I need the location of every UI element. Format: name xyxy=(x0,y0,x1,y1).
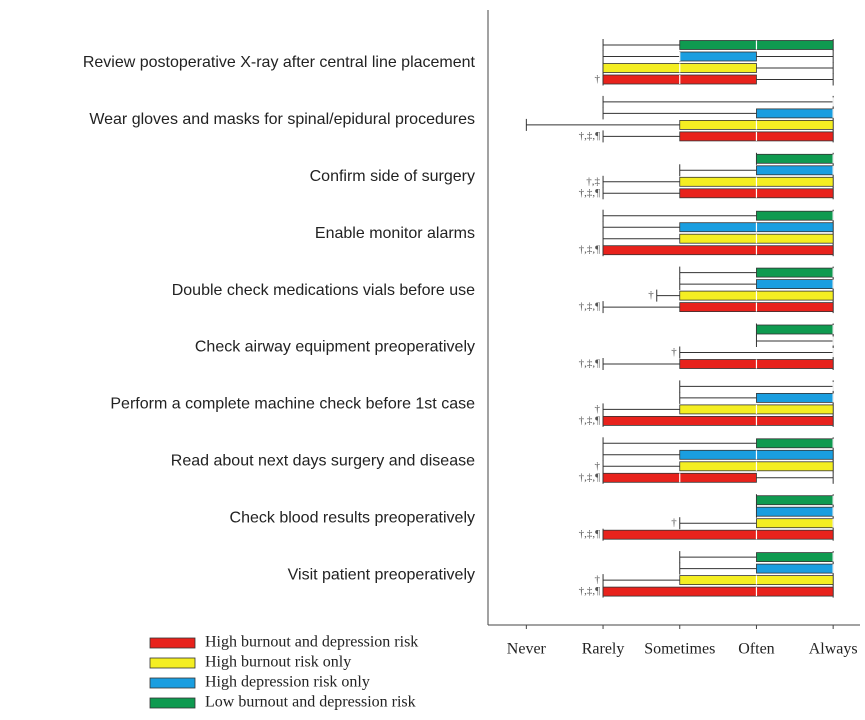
legend-label: High burnout risk only xyxy=(205,654,351,671)
x-tick-label: Never xyxy=(507,641,547,658)
legend-swatch xyxy=(149,637,196,649)
annotation: † xyxy=(595,574,601,586)
box xyxy=(756,324,834,335)
box xyxy=(756,210,834,221)
box xyxy=(602,529,834,540)
box xyxy=(756,518,834,529)
annotation: †,‡,¶ xyxy=(579,244,601,256)
box xyxy=(756,267,834,278)
box xyxy=(756,438,834,449)
legend-swatch xyxy=(149,677,196,689)
category-label: Check blood results preoperatively xyxy=(230,509,475,526)
annotation: † xyxy=(671,346,677,358)
category-label: Enable monitor alarms xyxy=(315,225,475,242)
annotation: †,‡,¶ xyxy=(579,471,601,483)
box xyxy=(756,165,834,176)
annotation: † xyxy=(648,289,654,301)
category-label: Perform a complete machine check before … xyxy=(110,396,475,413)
legend-swatch xyxy=(149,697,196,709)
category-label: Double check medications vials before us… xyxy=(172,282,475,299)
x-tick-label: Always xyxy=(809,641,858,658)
annotation: †,‡,¶ xyxy=(579,358,601,370)
legend-label: Low burnout and depression risk xyxy=(205,694,416,711)
annotation: †,‡,¶ xyxy=(579,414,601,426)
category-label: Visit patient preoperatively xyxy=(288,566,475,583)
annotation: † xyxy=(595,460,601,472)
annotation: †,‡,¶ xyxy=(579,130,601,142)
box xyxy=(756,506,834,517)
annotation: †,‡,¶ xyxy=(579,528,601,540)
box xyxy=(602,415,834,426)
annotation: †,‡,¶ xyxy=(579,187,601,199)
legend-label: High burnout and depression risk xyxy=(205,634,418,651)
category-label: Read about next days surgery and disease xyxy=(171,453,475,470)
box xyxy=(756,392,834,403)
box xyxy=(602,586,834,597)
x-tick-label: Often xyxy=(738,641,774,658)
annotation: †,‡ xyxy=(586,175,600,187)
box xyxy=(756,279,834,290)
box xyxy=(756,563,834,574)
x-tick-label: Sometimes xyxy=(644,641,715,658)
x-tick-label: Rarely xyxy=(582,641,625,658)
category-label: Confirm side of surgery xyxy=(310,168,475,185)
box xyxy=(756,552,834,562)
legend-label: High depression risk only xyxy=(205,674,370,691)
box xyxy=(602,245,834,256)
box xyxy=(756,108,834,119)
annotation: † xyxy=(595,73,601,85)
box xyxy=(679,51,757,62)
annotation: †,‡,¶ xyxy=(579,301,601,313)
category-label: Review postoperative X-ray after central… xyxy=(83,54,476,71)
legend-swatch xyxy=(149,657,196,669)
annotation: † xyxy=(671,517,677,529)
category-label: Wear gloves and masks for spinal/epidura… xyxy=(89,111,475,128)
category-label: Check airway equipment preoperatively xyxy=(195,339,475,356)
box xyxy=(756,153,834,164)
annotation: †,‡,¶ xyxy=(579,585,601,597)
annotation: † xyxy=(595,403,601,415)
box xyxy=(756,495,834,506)
